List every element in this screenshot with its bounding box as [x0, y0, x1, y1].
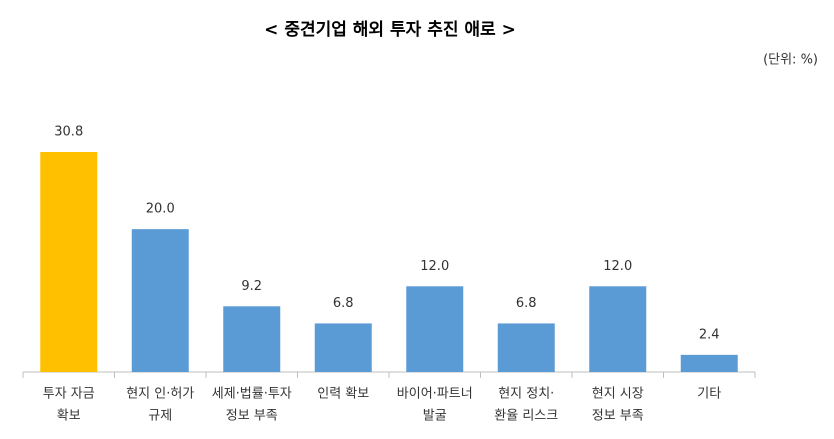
bar [314, 323, 372, 372]
x-tick-label: 세제·법률·투자 [212, 387, 292, 402]
x-tick-label: 환율 리스크 [494, 409, 558, 424]
x-tick-label: 현지 인·허가 [126, 387, 194, 402]
value-label: 6.8 [333, 296, 354, 311]
chart-title: < 중견기업 해외 투자 추진 애로 > [264, 20, 516, 40]
x-tick-label: 인력 확보 [317, 387, 369, 402]
bar [40, 152, 98, 372]
x-tick-label: 확보 [57, 409, 81, 424]
bar [223, 306, 281, 372]
value-label: 30.8 [54, 125, 83, 140]
value-label: 6.8 [516, 296, 537, 311]
bar [131, 229, 189, 372]
x-tick-label: 발굴 [423, 409, 447, 424]
x-tick-label: 정보 부족 [592, 409, 644, 424]
value-label: 9.2 [241, 279, 262, 294]
value-label: 2.4 [699, 327, 720, 342]
bar [680, 354, 738, 372]
x-tick-label: 정보 부족 [226, 409, 278, 424]
x-tick-label: 현지 시장 [592, 387, 644, 402]
bar [589, 286, 647, 372]
x-tick-label: 바이어·파트너 [397, 387, 473, 402]
x-tick-label: 현지 정치· [498, 387, 554, 402]
unit-label: (단위: %) [763, 53, 818, 68]
x-tick-label: 규제 [148, 409, 172, 424]
value-label: 12.0 [420, 259, 449, 274]
x-tick-label: 기타 [697, 387, 721, 402]
value-label: 20.0 [146, 202, 175, 217]
bar [406, 286, 464, 372]
bar [497, 323, 555, 372]
x-tick-label: 투자 자금 [43, 387, 95, 402]
value-label: 12.0 [603, 259, 632, 274]
